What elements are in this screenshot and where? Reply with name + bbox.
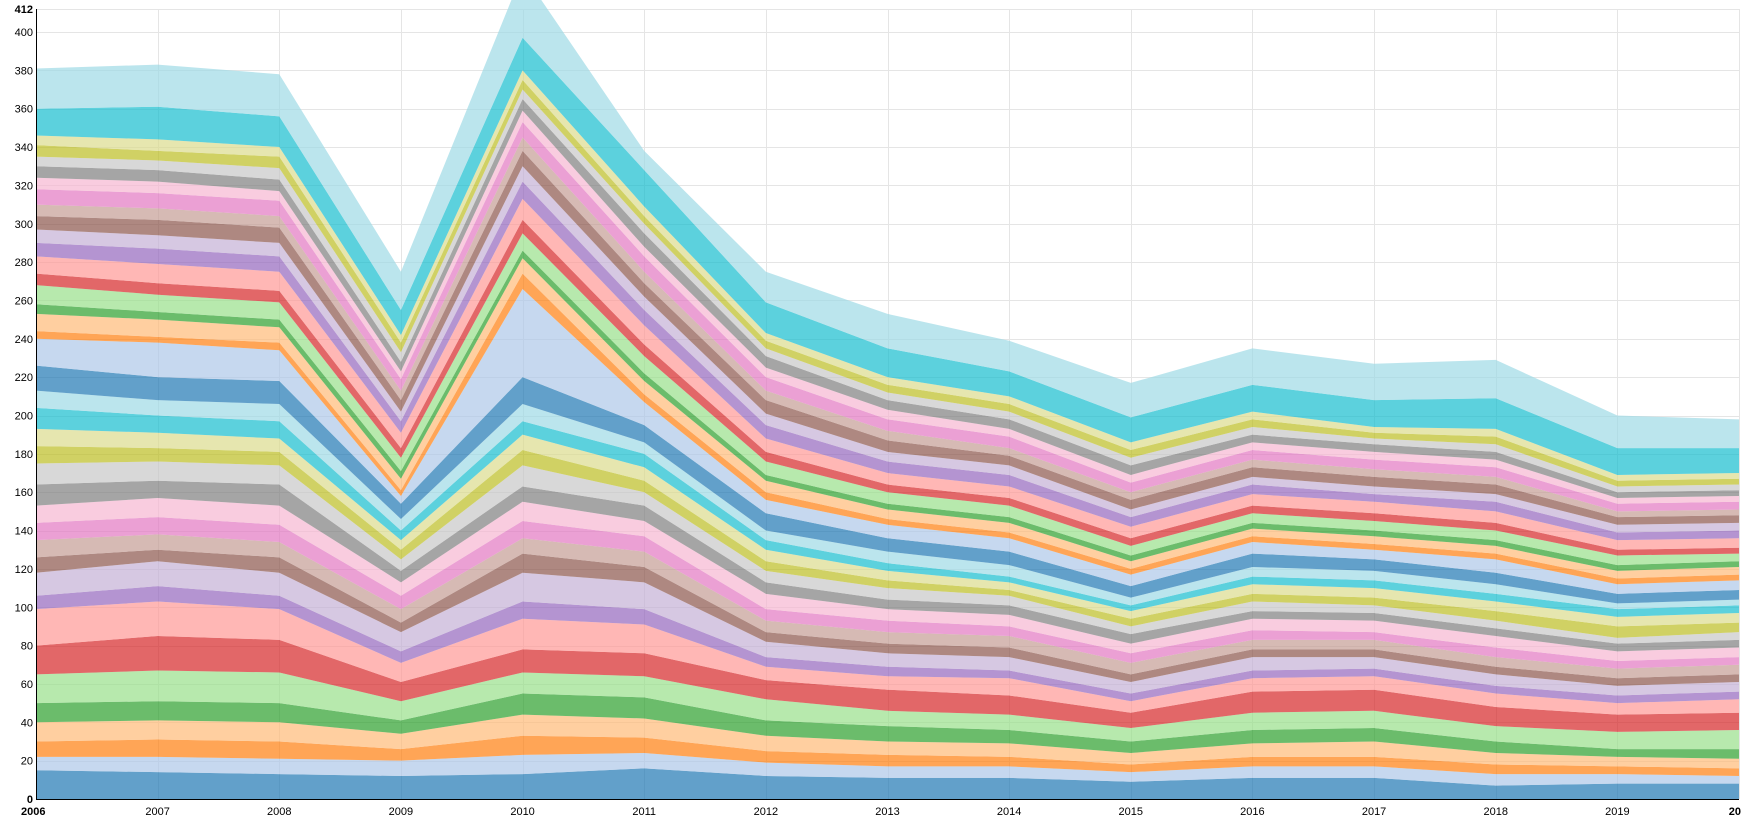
x-tick-label: 2007 [145,806,169,818]
y-tick-label: 360 [15,104,33,116]
series-area-s26 [36,233,1739,566]
x-tick-label: 2015 [1119,806,1143,818]
x-tick-label: 2013 [875,806,899,818]
y-tick-label: 280 [15,257,33,269]
series-area-s02 [36,752,1739,786]
x-tick-label: 2012 [754,806,778,818]
series-area-s40 [36,0,1739,449]
y-tick-label: 0 [27,794,33,806]
y-tick-label: 260 [15,295,33,307]
series-area-s23 [36,273,1739,585]
x-tick-label: 2011 [632,806,656,818]
series-area-s10 [36,561,1739,696]
x-tick-label: 2008 [267,806,291,818]
y-tick-label: 160 [15,487,33,499]
x-tick-label: 2009 [389,806,413,818]
x-tick-label: 20 [1729,806,1741,818]
y-tick-label: 40 [21,717,33,729]
y-tick-label: 120 [15,564,33,576]
series-area-s16 [36,461,1739,644]
series-area-s21 [36,365,1739,604]
series-area-s12 [36,534,1739,679]
series-area-s08 [36,601,1739,715]
x-tick-label: 2010 [510,806,534,818]
x-tick-label: 2014 [997,806,1021,818]
y-tick-label: 100 [15,602,33,614]
series-area-s28 [36,198,1739,550]
series-area-s06 [36,670,1739,750]
y-tick-label: 320 [15,180,33,192]
series-area-s20 [36,390,1739,610]
x-tick-label: 2016 [1240,806,1264,818]
series-area-s19 [36,407,1739,617]
y-tick-label: 412 [15,4,33,16]
y-tick-label: 180 [15,449,33,461]
y-tick-label: 300 [15,219,33,231]
y-tick-label: 60 [21,679,33,691]
series-area-s11 [36,549,1739,686]
series-area-s30 [36,166,1739,533]
series-area-s27 [36,219,1739,556]
series-area-layer [36,0,1739,799]
y-tick-label: 400 [15,27,33,39]
series-area-s31 [36,150,1739,525]
series-area-s01 [36,768,1739,799]
y-tick-label: 200 [15,411,33,423]
x-tick-label: 2017 [1362,806,1386,818]
series-area-s39 [36,37,1739,475]
y-tick-label: 80 [21,641,33,653]
x-tick-label: 2019 [1605,806,1629,818]
y-tick-label: 240 [15,334,33,346]
series-area-s13 [36,517,1739,669]
series-area-s24 [36,258,1739,579]
series-area-s29 [36,181,1739,541]
series-area-s03 [36,735,1739,776]
y-tick-label: 340 [15,142,33,154]
y-tick-label: 380 [15,65,33,77]
axis-layer: 0 20 40 60 80 100 120 140 160 180 200 220 240 260 280 3… [15,4,1741,818]
y-tick-label: 140 [15,526,33,538]
series-area-s22 [36,288,1739,594]
series-area-s09 [36,586,1739,704]
series-area-s15 [36,480,1739,652]
series-area-s14 [36,497,1739,661]
x-tick-label: 2018 [1483,806,1507,818]
series-area-s18 [36,428,1739,627]
series-area-s25 [36,250,1739,571]
series-area-s07 [36,636,1739,732]
y-tick-label: 20 [21,756,33,768]
y-tick-label: 220 [15,372,33,384]
x-tick-label: 2006 [21,806,45,818]
